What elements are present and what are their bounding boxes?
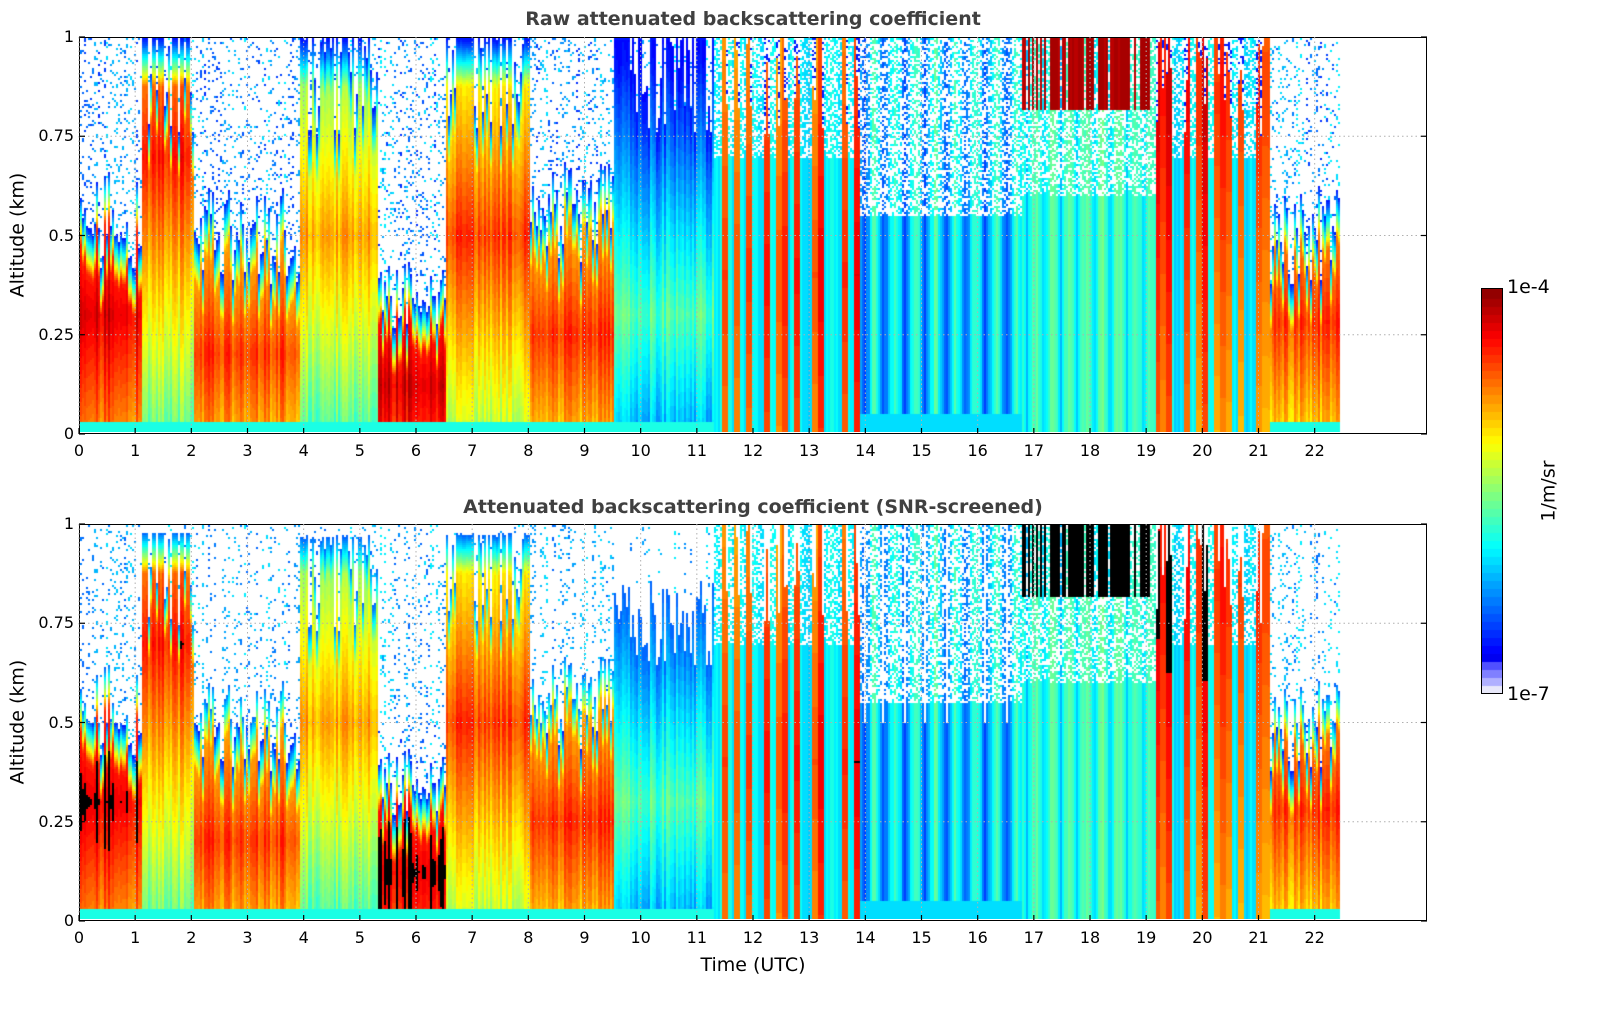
- x-tick-label: 21: [1248, 441, 1269, 460]
- x-tick-label: 9: [579, 441, 590, 460]
- x-tick-label: 13: [798, 441, 820, 460]
- x-tick-label: 16: [967, 441, 988, 460]
- y-axis-label-screened: Altitude (km): [6, 659, 29, 785]
- heatmap-screened: [79, 524, 1427, 921]
- x-tick-label: 8: [523, 441, 534, 460]
- x-tick-label: 20: [1192, 441, 1213, 460]
- y-tick-label: 0.25: [38, 811, 74, 831]
- x-tick-label: 5: [354, 928, 365, 947]
- chart-title-screened: Attenuated backscattering coefficient (S…: [463, 496, 1043, 518]
- x-tick-label: 22: [1304, 441, 1325, 460]
- y-tick-label: 0.5: [48, 225, 74, 245]
- x-tick-label: 17: [1023, 441, 1045, 460]
- x-tick-label: 18: [1079, 928, 1101, 947]
- y-tick-label: 0: [63, 911, 74, 930]
- heatmap-raw: [79, 37, 1427, 434]
- x-tick-label: 19: [1135, 441, 1157, 460]
- x-tick-label: 22: [1304, 928, 1325, 947]
- x-tick-label: 6: [410, 441, 422, 460]
- y-axis-label-raw: Altitude (km): [6, 172, 29, 298]
- x-tick-label: 13: [798, 928, 820, 947]
- x-tick-label: 4: [298, 928, 309, 947]
- y-tick-label: 1: [63, 27, 74, 46]
- colorbar: [1481, 288, 1503, 694]
- heatmap-raw-canvas: [80, 38, 1425, 432]
- x-tick-label: 5: [354, 441, 365, 460]
- x-tick-label: 20: [1192, 928, 1213, 947]
- x-tick-label: 8: [523, 928, 534, 947]
- x-tick-label: 9: [579, 928, 590, 947]
- x-tick-label: 15: [911, 928, 932, 947]
- x-tick-label: 0: [73, 441, 85, 460]
- x-tick-label: 11: [686, 441, 708, 460]
- y-tick-label: 0.75: [38, 613, 74, 633]
- x-tick-label: 10: [630, 441, 651, 460]
- colorbar-min-label: 1e-7: [1507, 683, 1550, 705]
- x-tick-label: 15: [911, 441, 932, 460]
- colorbar-max-label: 1e-4: [1507, 276, 1550, 298]
- x-axis-label: Time (UTC): [700, 954, 806, 976]
- x-tick-label: 14: [855, 928, 876, 947]
- y-tick-label: 1: [63, 514, 74, 533]
- x-tick-label: 12: [742, 441, 764, 460]
- x-tick-label: 11: [686, 928, 708, 947]
- x-tick-label: 7: [467, 928, 478, 947]
- x-tick-label: 17: [1023, 928, 1045, 947]
- y-tick-label: 0: [63, 424, 74, 443]
- x-tick-label: 21: [1248, 928, 1269, 947]
- y-tick-label: 0.25: [38, 324, 74, 344]
- y-tick-label: 0.75: [38, 126, 74, 146]
- x-tick-label: 12: [742, 928, 764, 947]
- heatmap-screened-canvas: [80, 525, 1425, 919]
- x-tick-label: 14: [855, 441, 876, 460]
- colorbar-unit-label: 1/m/sr: [1537, 460, 1560, 522]
- x-tick-label: 7: [467, 441, 478, 460]
- chart-title-raw: Raw attenuated backscattering coefficien…: [525, 8, 981, 30]
- x-tick-label: 10: [630, 928, 651, 947]
- x-tick-label: 1: [130, 441, 141, 460]
- x-tick-label: 6: [410, 928, 422, 947]
- x-tick-label: 4: [298, 441, 309, 460]
- x-tick-label: 18: [1079, 441, 1101, 460]
- x-tick-label: 0: [73, 928, 85, 947]
- y-tick-label: 0.5: [48, 712, 74, 732]
- x-tick-label: 3: [242, 441, 253, 460]
- x-tick-label: 2: [186, 928, 197, 947]
- colorbar-gradient: [1482, 289, 1502, 693]
- x-tick-label: 1: [130, 928, 141, 947]
- x-tick-label: 3: [242, 928, 253, 947]
- x-tick-label: 2: [186, 441, 197, 460]
- x-tick-label: 19: [1135, 928, 1157, 947]
- x-tick-label: 16: [967, 928, 988, 947]
